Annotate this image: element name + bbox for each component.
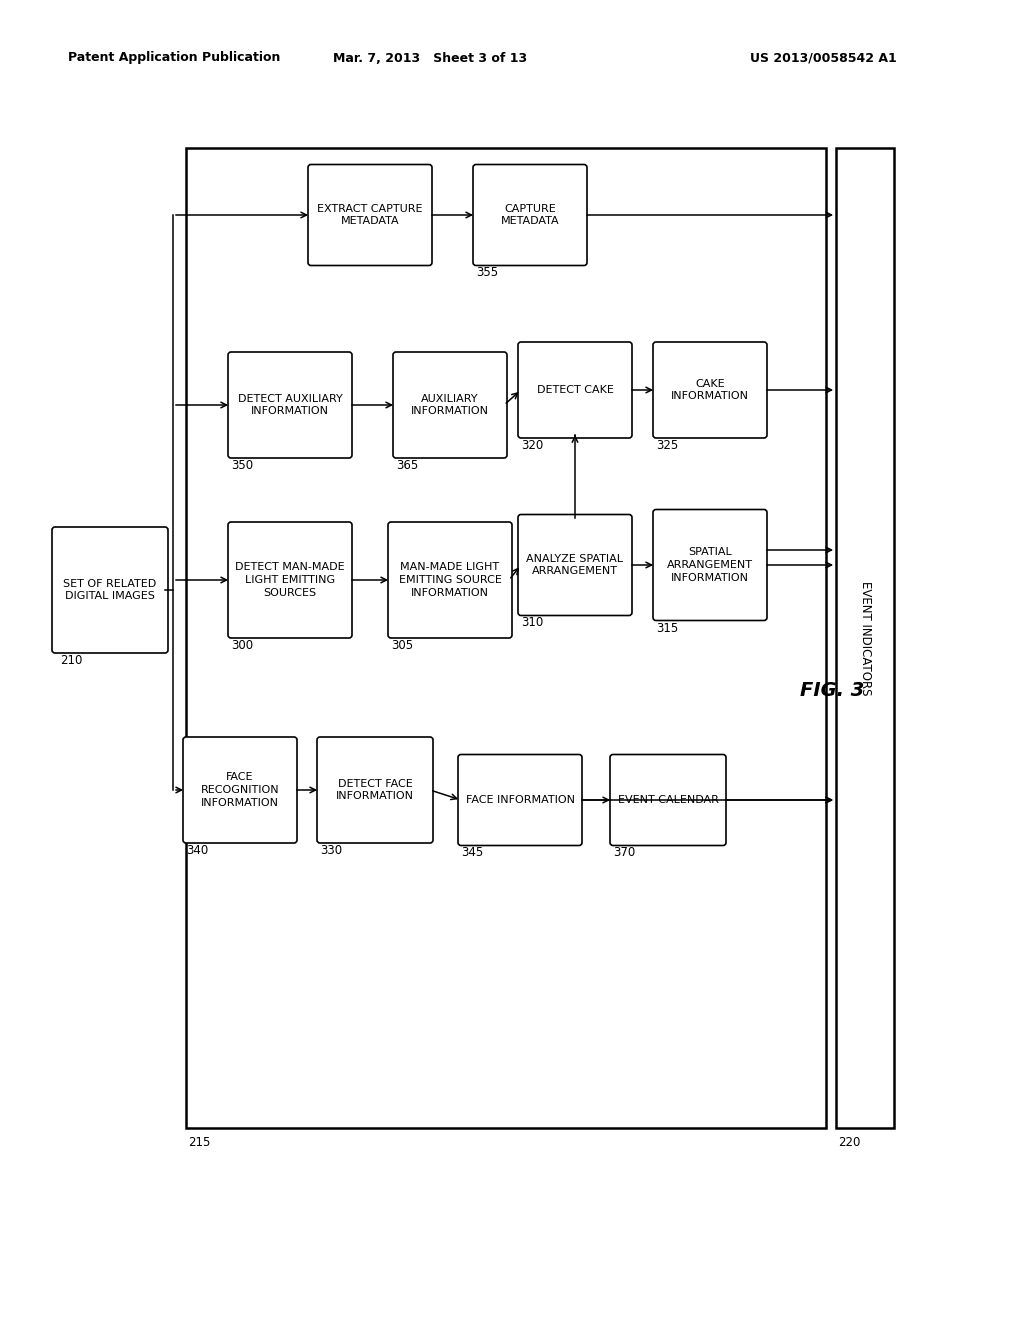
Text: AUXILIARY
INFORMATION: AUXILIARY INFORMATION — [411, 393, 489, 416]
FancyBboxPatch shape — [393, 352, 507, 458]
Text: 365: 365 — [396, 459, 418, 473]
Text: DETECT CAKE: DETECT CAKE — [537, 385, 613, 395]
Text: DETECT AUXILIARY
INFORMATION: DETECT AUXILIARY INFORMATION — [238, 393, 342, 416]
Text: Patent Application Publication: Patent Application Publication — [68, 51, 281, 65]
Text: 310: 310 — [521, 616, 544, 630]
FancyBboxPatch shape — [518, 342, 632, 438]
Text: EVENT CALENDAR: EVENT CALENDAR — [617, 795, 719, 805]
Text: EXTRACT CAPTURE
METADATA: EXTRACT CAPTURE METADATA — [317, 203, 423, 227]
FancyBboxPatch shape — [653, 342, 767, 438]
Text: 345: 345 — [461, 846, 483, 859]
Text: EVENT INDICATORS: EVENT INDICATORS — [858, 581, 871, 696]
Text: FACE
RECOGNITION
INFORMATION: FACE RECOGNITION INFORMATION — [201, 772, 280, 808]
Text: 340: 340 — [186, 843, 208, 857]
FancyBboxPatch shape — [458, 755, 582, 846]
Text: 370: 370 — [613, 846, 635, 859]
Text: CAKE
INFORMATION: CAKE INFORMATION — [671, 379, 749, 401]
Text: US 2013/0058542 A1: US 2013/0058542 A1 — [750, 51, 897, 65]
Text: 350: 350 — [231, 459, 253, 473]
FancyBboxPatch shape — [183, 737, 297, 843]
FancyBboxPatch shape — [473, 165, 587, 265]
FancyBboxPatch shape — [52, 527, 168, 653]
FancyBboxPatch shape — [308, 165, 432, 265]
Text: 315: 315 — [656, 622, 678, 635]
Bar — [836, 148, 894, 1129]
Text: DETECT MAN-MADE
LIGHT EMITTING
SOURCES: DETECT MAN-MADE LIGHT EMITTING SOURCES — [236, 562, 345, 598]
Text: 220: 220 — [838, 1137, 860, 1148]
Text: 330: 330 — [319, 843, 342, 857]
Text: SPATIAL
ARRANGEMENT
INFORMATION: SPATIAL ARRANGEMENT INFORMATION — [667, 548, 753, 583]
FancyBboxPatch shape — [610, 755, 726, 846]
Text: FACE INFORMATION: FACE INFORMATION — [466, 795, 574, 805]
FancyBboxPatch shape — [317, 737, 433, 843]
FancyBboxPatch shape — [228, 352, 352, 458]
Text: DETECT FACE
INFORMATION: DETECT FACE INFORMATION — [336, 779, 414, 801]
FancyBboxPatch shape — [388, 521, 512, 638]
Text: 325: 325 — [656, 440, 678, 451]
Text: 305: 305 — [391, 639, 413, 652]
Text: Mar. 7, 2013   Sheet 3 of 13: Mar. 7, 2013 Sheet 3 of 13 — [333, 51, 527, 65]
Text: 355: 355 — [476, 267, 498, 280]
Text: 215: 215 — [188, 1137, 210, 1148]
FancyBboxPatch shape — [228, 521, 352, 638]
Text: 210: 210 — [60, 653, 82, 667]
Text: ANALYZE SPATIAL
ARRANGEMENT: ANALYZE SPATIAL ARRANGEMENT — [526, 553, 624, 577]
Text: 300: 300 — [231, 639, 253, 652]
FancyBboxPatch shape — [518, 515, 632, 615]
Text: 320: 320 — [521, 440, 544, 451]
Text: FIG. 3: FIG. 3 — [800, 681, 864, 700]
Bar — [186, 148, 826, 1129]
Text: MAN-MADE LIGHT
EMITTING SOURCE
INFORMATION: MAN-MADE LIGHT EMITTING SOURCE INFORMATI… — [398, 562, 502, 598]
Text: SET OF RELATED
DIGITAL IMAGES: SET OF RELATED DIGITAL IMAGES — [63, 578, 157, 602]
FancyBboxPatch shape — [653, 510, 767, 620]
Text: CAPTURE
METADATA: CAPTURE METADATA — [501, 203, 559, 227]
